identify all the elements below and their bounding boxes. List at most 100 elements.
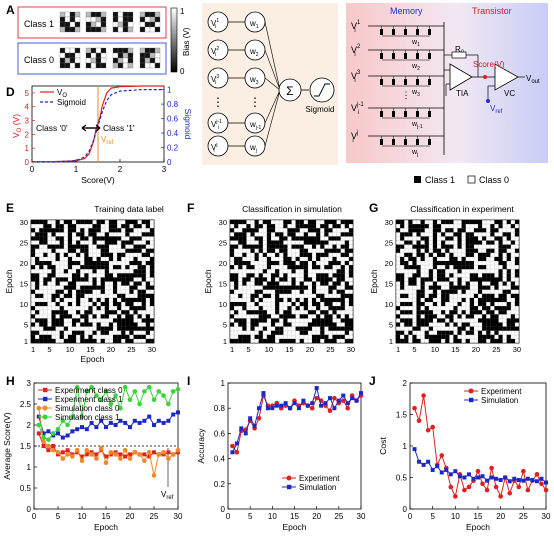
pattern-pixel [122, 57, 129, 64]
heatmap-cell [465, 310, 470, 315]
heatmap-cell [267, 326, 271, 331]
panel-letter-a: A [6, 3, 15, 17]
heatmap-cell [31, 228, 36, 233]
heatmap-cell [72, 220, 76, 224]
heatmap-cell [449, 285, 454, 290]
heatmap-cell [72, 240, 76, 245]
heatmap-cell [100, 244, 105, 249]
heatmap-cell [47, 269, 52, 274]
heatmap-cell [129, 244, 134, 249]
heatmap-cell [320, 240, 325, 245]
heatmap-cell [84, 232, 89, 237]
heatmap-cell [478, 330, 483, 335]
heatmap-cell [408, 240, 413, 245]
heatmap-cell [258, 253, 263, 257]
y-axis-label: Cost [378, 437, 388, 455]
heatmap-cell [332, 310, 337, 315]
heatmap-cell [345, 265, 349, 269]
heatmap-cell [408, 228, 413, 233]
heatmap-cell [344, 244, 349, 249]
heatmap-cell [267, 277, 271, 282]
heatmap-cell [129, 277, 134, 282]
heatmap-cell [100, 314, 105, 319]
heatmap-cell [63, 277, 68, 282]
heatmap-cell [39, 257, 44, 261]
heatmap-cell [400, 244, 405, 249]
heatmap-cell [344, 330, 349, 335]
legend-label: Simulation class 1 [55, 413, 120, 422]
heatmap-cell [416, 269, 421, 274]
heatmap-cell [515, 281, 519, 286]
heatmap-cell [63, 220, 68, 225]
heatmap-cell [238, 285, 243, 290]
heatmap-cell [76, 257, 81, 261]
heatmap-cell [478, 277, 483, 282]
heatmap-cell [96, 302, 101, 306]
heatmap-cell [96, 310, 101, 315]
heatmap-cell [473, 277, 479, 282]
heatmap-cell [238, 334, 243, 339]
heatmap-cell [396, 240, 400, 245]
heatmap-cell [490, 261, 495, 265]
heatmap-cell [55, 293, 60, 298]
heatmap-cell [262, 269, 267, 274]
heatmap-cell [84, 256, 89, 262]
heatmap-cell [104, 228, 109, 233]
heatmap-cell [63, 261, 68, 265]
heatmap-cell [230, 281, 234, 286]
heatmap-cell [258, 285, 263, 290]
heatmap-cell [506, 228, 511, 233]
heatmap-cell [43, 334, 48, 339]
data-point [453, 494, 458, 499]
heatmap-cell [141, 318, 146, 323]
heatmap-cell [150, 289, 154, 294]
heatmap-cell [420, 220, 425, 225]
data-point [261, 391, 266, 396]
heatmap-cell [63, 314, 68, 319]
heatmap-cell [332, 326, 337, 331]
heatmap-cell [246, 285, 251, 290]
heatmap-cell [242, 302, 247, 307]
heatmap-cell [67, 228, 73, 233]
heatmap-cell [515, 335, 519, 339]
heatmap-cell [340, 261, 345, 265]
heatmap-cell [428, 297, 433, 303]
heatmap-cell [304, 257, 308, 261]
heatmap-cell [258, 302, 263, 306]
class0-box [17, 42, 167, 75]
heatmap-cell [478, 240, 483, 245]
heatmap-cell [88, 220, 93, 225]
data-point [166, 456, 171, 461]
series-line [414, 395, 547, 498]
heatmap-cell [133, 310, 138, 315]
heatmap-cell [498, 224, 503, 229]
heatmap-cell [76, 232, 81, 237]
heatmap-cell [88, 273, 93, 278]
heatmap-cell [258, 236, 263, 241]
heatmap-cell [514, 293, 520, 298]
heatmap-cell [271, 232, 275, 237]
heatmap-cell [230, 289, 235, 294]
heatmap-cell [400, 232, 405, 237]
pattern-pixel [59, 52, 66, 59]
heatmap-cell [349, 224, 353, 228]
heatmap-cell [408, 248, 413, 253]
heatmap-cell [39, 228, 44, 233]
heatmap-cell [129, 236, 134, 241]
data-point [118, 456, 123, 461]
heatmap-cell [441, 326, 445, 331]
heatmap-cell [428, 310, 433, 315]
heatmap-cell [51, 277, 56, 282]
heatmap-cell [429, 281, 433, 286]
heatmap-cell [486, 248, 491, 253]
heatmap-cell [348, 326, 354, 331]
heatmap-cell [340, 277, 345, 282]
heatmap-cell [303, 302, 308, 307]
heatmap-cell [262, 310, 267, 315]
data-point [296, 406, 301, 411]
heatmap-cell [291, 253, 296, 257]
heatmap-cell [137, 269, 142, 274]
heatmap-cell [104, 310, 109, 315]
heatmap-cell [43, 228, 48, 233]
data-point [98, 397, 104, 403]
